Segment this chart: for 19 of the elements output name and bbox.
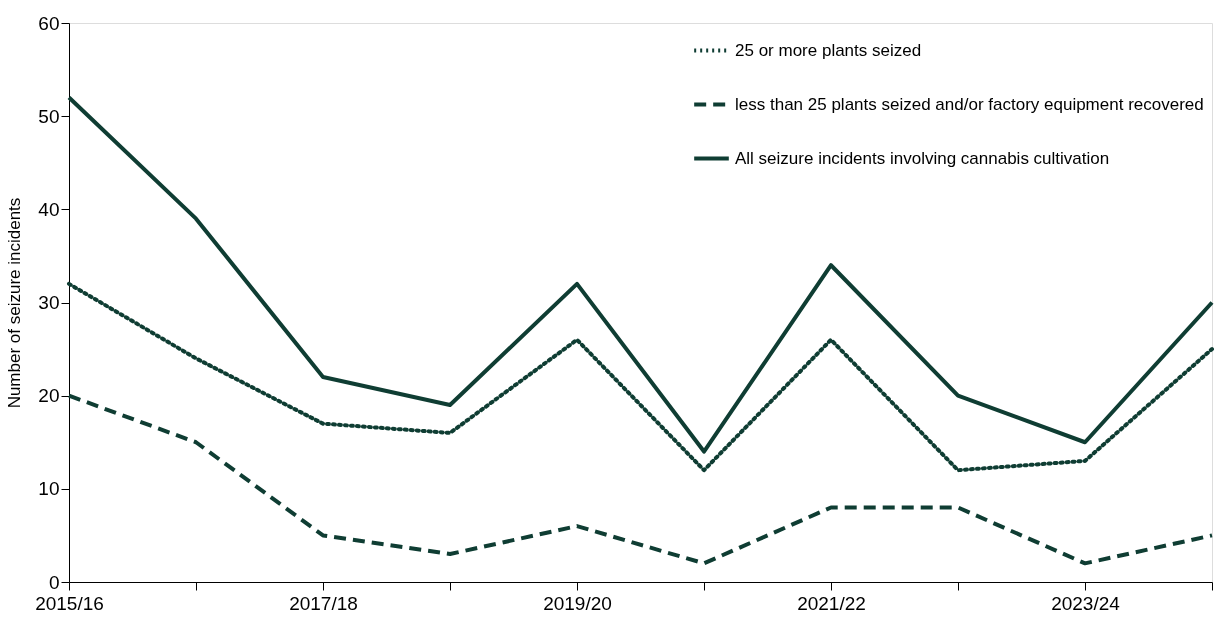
x-tick-label: 2017/18 [289,592,358,614]
legend-label: less than 25 plants seized and/or factory equipment recovered [735,94,1204,114]
y-tick-label: 30 [38,292,60,313]
x-tick-label: 2021/22 [797,592,866,614]
x-tick-label: 2019/20 [543,592,612,614]
y-axis-title: Number of seizure incidents [5,197,25,409]
legend-label: 25 or more plants seized [735,40,922,60]
y-tick-label: 50 [38,105,60,127]
line-series [67,393,1214,566]
x-tick-label: 2023/24 [1051,592,1121,614]
y-tick-label: 40 [38,198,60,220]
line-series [67,95,1214,454]
y-tick-label: 10 [38,478,60,500]
x-tick-label: 2015/16 [35,592,104,614]
y-tick-label: 60 [38,12,60,34]
y-tick-label: 0 [48,571,60,593]
y-tick-label: 20 [38,385,60,407]
line-series [67,281,1214,473]
legend-label: All seizure incidents involving cannabis cultivation [735,148,1110,168]
